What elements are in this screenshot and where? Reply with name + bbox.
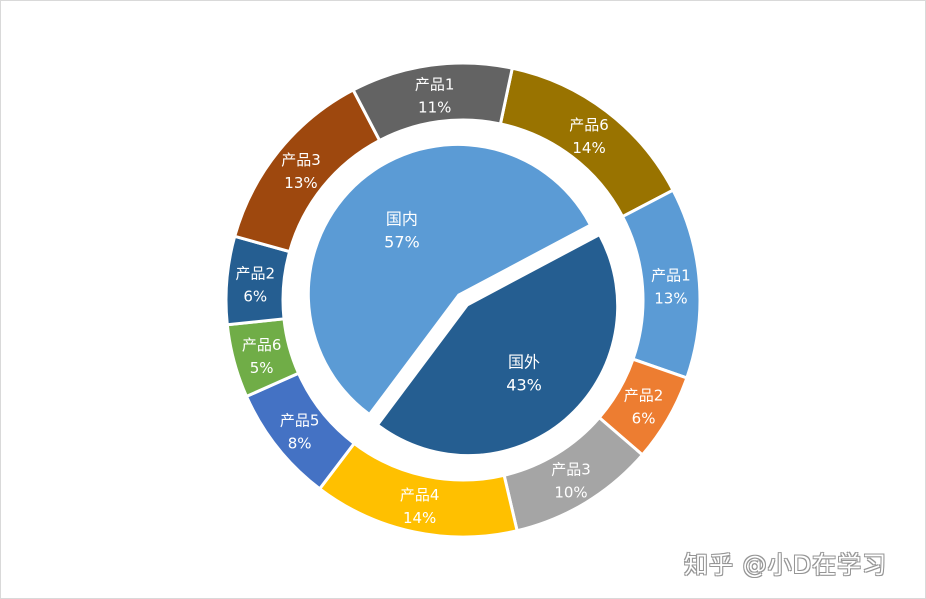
outer-slice-7-label: 产品2 6%: [235, 265, 275, 306]
outer-slice-9-percent: 11%: [418, 98, 451, 116]
inner-slice-1-label: 国内 57%: [384, 210, 420, 252]
outer-slice-1-percent: 13%: [654, 290, 687, 308]
outer-ring: [224, 61, 702, 539]
outer-slice-5-label: 产品5 8%: [280, 412, 320, 453]
outer-slice-3-name: 产品3: [551, 460, 591, 478]
outer-slice-0-label: 产品6 14%: [569, 116, 609, 157]
outer-slice-0-percent: 14%: [572, 139, 605, 157]
inner-slice-0: [379, 236, 617, 455]
outer-slice-9-label: 产品1 11%: [415, 75, 455, 116]
data-labels: 产品6 14%产品1 13%产品2 6%产品3 10%产品4 14%产品5 8%产品6 5%产…: [235, 75, 690, 527]
outer-slice-4-percent: 14%: [403, 509, 436, 527]
outer-slice-1-name: 产品1: [651, 267, 691, 285]
inner-slice-0-name: 国外: [508, 352, 540, 371]
inner-slice-1-percent: 57%: [384, 233, 420, 252]
outer-slice-6-percent: 5%: [250, 359, 274, 377]
inner-slice-0-label: 国外 43%: [506, 352, 542, 394]
inner-slice-0-percent: 43%: [506, 375, 542, 394]
inner-slice-1: [309, 145, 589, 413]
watermark-text: 知乎 @小D在学习: [684, 551, 888, 579]
outer-slice-2-name: 产品2: [624, 386, 664, 404]
inner-pie: [309, 145, 617, 455]
outer-slice-5-percent: 8%: [288, 435, 312, 453]
outer-slice-7-percent: 6%: [243, 288, 267, 306]
outer-slice-3-percent: 10%: [554, 483, 587, 501]
outer-slice-0-name: 产品6: [569, 116, 609, 134]
outer-slice-9-name: 产品1: [415, 75, 455, 93]
outer-slice-6-name: 产品6: [242, 336, 282, 354]
outer-slice-2-label: 产品2 6%: [624, 386, 664, 427]
outer-slice-3-label: 产品3 10%: [551, 460, 591, 501]
outer-slice-9: [351, 61, 515, 143]
outer-slice-2-percent: 6%: [632, 409, 656, 427]
outer-slice-5-name: 产品5: [280, 412, 320, 430]
outer-slice-8-name: 产品3: [281, 151, 321, 169]
outer-slice-4-name: 产品4: [400, 486, 440, 504]
outer-slice-8-percent: 13%: [284, 174, 317, 192]
inner-slice-1-name: 国内: [386, 210, 418, 229]
outer-slice-4-label: 产品4 14%: [400, 486, 440, 527]
outer-slice-7-name: 产品2: [235, 265, 275, 283]
outer-slice-6-label: 产品6 5%: [242, 336, 282, 377]
outer-slice-1-label: 产品1 13%: [651, 267, 691, 308]
outer-slice-8-label: 产品3 13%: [281, 151, 321, 192]
